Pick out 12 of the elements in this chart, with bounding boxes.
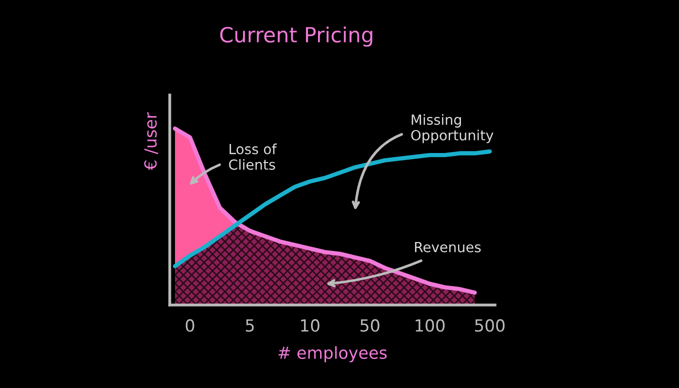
x-tick-label: 0 (186, 319, 194, 332)
x-tick-label: 5 (246, 319, 254, 332)
x-tick-label: 10 (301, 319, 320, 332)
x-tick-label: 100 (416, 319, 445, 332)
annotation: Loss of Clients (229, 144, 277, 170)
annotation: Missing Opportunity (411, 114, 494, 144)
chart-title: Current Pricing (220, 26, 372, 47)
x-axis-title: # employees (278, 346, 387, 362)
x-tick-label: 500 (475, 319, 505, 332)
y-axis-title: € /user (144, 112, 158, 170)
annotation: Revenues (415, 242, 481, 252)
x-tick-label: 50 (360, 319, 380, 332)
